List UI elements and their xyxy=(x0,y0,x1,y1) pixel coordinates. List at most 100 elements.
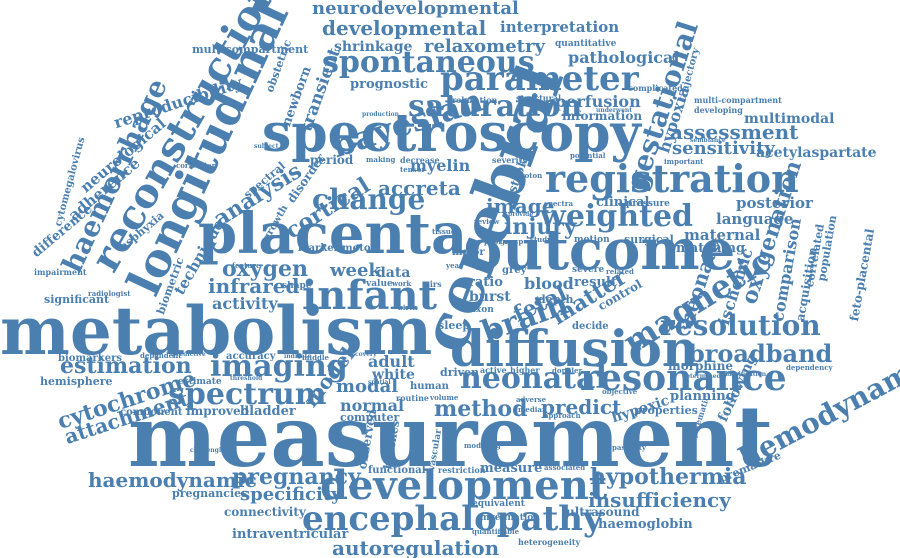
word-pregnancies: pregnancies xyxy=(172,487,248,500)
word-normal: normal xyxy=(340,396,405,415)
word-insufficiency: insufficiency xyxy=(588,488,731,512)
word-resolution: resolution xyxy=(660,309,821,342)
word-assessment: assessment xyxy=(670,120,799,144)
word-developing: developing xyxy=(694,105,743,115)
word-haemodynamic: haemodynamic xyxy=(88,468,257,492)
word-diffusion: diffusion xyxy=(450,319,699,378)
word-volume: volume xyxy=(430,393,459,402)
word-quantitative: quantitative xyxy=(555,39,617,49)
word-routine: routine xyxy=(396,393,430,403)
word-semblance: semblance xyxy=(690,137,726,144)
word-motor: motor xyxy=(342,243,376,254)
word-recovery: recovery xyxy=(348,351,377,358)
word-rate: rate xyxy=(476,265,490,272)
word-computer: computer xyxy=(340,411,400,424)
word-prognostic: prognostic xyxy=(350,77,428,92)
word-spontaneous: spontaneous xyxy=(322,45,535,80)
word-pregnancy: pregnancy xyxy=(232,464,361,490)
word-resonance: resonance xyxy=(580,357,787,399)
word-modal: modal xyxy=(336,376,399,397)
word-estimate: estimate xyxy=(178,377,222,387)
word-active: active xyxy=(480,365,507,375)
word-injury: injury xyxy=(504,214,577,240)
word-spectroscopy: spectroscopy xyxy=(262,103,641,164)
word-associated: associated xyxy=(544,463,586,472)
word-passivity: passivity xyxy=(612,443,646,452)
word-myelin: myelin xyxy=(410,156,471,175)
word-structural: structural xyxy=(516,93,562,103)
word-poor: poor xyxy=(484,237,502,246)
word-threshold: threshold xyxy=(230,375,263,382)
word-driven: driven xyxy=(440,366,480,379)
word-change: change xyxy=(312,183,426,216)
word-higher: higher xyxy=(510,365,540,375)
word-period: period xyxy=(310,153,354,167)
word-severe: severe xyxy=(572,265,605,275)
word-hypothermia: hypothermia xyxy=(590,464,747,490)
word-bladder: bladder xyxy=(240,404,296,419)
word-potential: potential xyxy=(570,151,606,160)
word-intraventricular: intraventricular xyxy=(232,527,349,542)
word-information: information xyxy=(562,109,643,123)
word-determined: determined xyxy=(682,373,721,380)
word-acetylaspartate: acetylaspartate xyxy=(756,145,877,161)
word-multicompartment: multicompartment xyxy=(192,43,309,56)
word-data: data xyxy=(376,265,411,281)
word-group: group xyxy=(500,237,524,246)
word-production: production xyxy=(362,111,399,118)
word-hemisphere: hemisphere xyxy=(40,375,113,388)
word-planning: planning xyxy=(670,389,735,404)
word-significant: significant xyxy=(44,293,110,306)
word-dependent: dependent xyxy=(140,351,182,360)
word-adverse: adverse xyxy=(516,395,547,404)
word-blood: blood xyxy=(524,274,574,293)
word-result: result xyxy=(574,275,617,290)
word-interpretation: interpretation xyxy=(500,18,620,36)
word-review: review xyxy=(474,217,500,226)
word-image: image xyxy=(486,194,555,218)
word-imaging: imaging xyxy=(210,349,348,384)
word-decide: decide xyxy=(572,321,609,332)
word-activity: activity xyxy=(212,294,278,313)
word-measurement: measurement xyxy=(128,387,774,486)
word-surgical: surgical xyxy=(624,233,674,246)
word-decrease: decrease xyxy=(400,155,440,165)
word-accuracy: accuracy xyxy=(226,351,276,362)
word-outcome: outcome xyxy=(465,217,736,283)
word-multi-compartment: multi-compartment xyxy=(694,95,782,105)
word-depth: depth xyxy=(538,293,574,306)
word-equivalent: equivalent xyxy=(472,499,525,509)
word-proton: proton xyxy=(516,171,543,180)
word-related: related xyxy=(606,267,634,276)
word-birth: birth xyxy=(398,303,418,312)
word-measure: measure xyxy=(480,461,543,476)
word-encephalopathy: encephalopathy xyxy=(302,499,603,539)
word-improved: improved xyxy=(186,404,249,418)
word-radiologist: radiologist xyxy=(88,289,131,298)
word-year: year xyxy=(446,261,463,270)
word-correction: correction xyxy=(176,161,217,170)
word-oxygen: oxygen xyxy=(222,256,308,282)
word-functional: functional xyxy=(368,465,426,476)
word-important: important xyxy=(664,157,704,166)
word-registration: registration xyxy=(545,156,799,201)
word-sleep: sleep xyxy=(438,319,471,332)
word-underwent: underwent xyxy=(596,107,633,114)
word-placenta: placenta xyxy=(198,201,468,267)
word-spectrum: spectrum xyxy=(168,377,327,412)
word-component: component xyxy=(120,407,183,418)
word-spectra: spectra xyxy=(544,199,574,208)
word-saturation: saturation xyxy=(408,89,583,124)
word-matching: matching xyxy=(676,241,746,256)
word-autoregulation: autoregulation xyxy=(332,536,500,558)
word-tensor: tensor xyxy=(400,165,426,174)
word-making: making xyxy=(366,155,396,164)
word-human: human xyxy=(410,381,449,392)
word-parameter: parameter xyxy=(440,59,639,99)
word-predict: predict xyxy=(541,395,622,419)
word-infrared: infrared xyxy=(208,274,300,298)
word-severity: severity xyxy=(492,155,527,165)
word-ultrasound: ultrasound xyxy=(566,505,640,519)
word-modeling: modeling xyxy=(464,441,501,450)
